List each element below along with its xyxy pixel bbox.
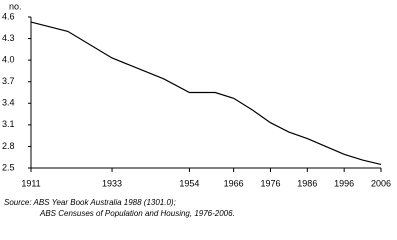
data-line [30, 21, 382, 165]
y-axis-unit: no. [9, 1, 22, 11]
y-tick-label: 3.1 [2, 119, 15, 129]
y-tick-label: 4.0 [2, 55, 15, 65]
y-tick-label: 3.7 [2, 76, 15, 86]
y-tick-label: 2.5 [2, 162, 15, 172]
x-tick-label: 1976 [260, 178, 280, 188]
x-tick-label: 1966 [224, 178, 244, 188]
x-tick-label: 1911 [21, 178, 40, 188]
x-tick-label: 1954 [179, 178, 199, 188]
y-tick-label: 4.3 [2, 33, 15, 43]
y-tick-label: 4.6 [2, 11, 15, 21]
y-tick-label: 2.8 [2, 141, 15, 151]
x-tick-label: 1996 [334, 178, 354, 188]
x-tick-label: 1933 [102, 178, 122, 188]
source-note: ABS Censuses of Population and Housing, … [39, 209, 235, 218]
source-note: Source: ABS Year Book Australia 1988 (13… [4, 198, 176, 207]
x-tick-label: 2006 [371, 178, 391, 188]
y-tick-label: 3.4 [2, 98, 15, 108]
chart: no. Source: ABS Year Book Australia 1988… [2, 1, 391, 218]
x-tick-label: 1986 [297, 178, 317, 188]
